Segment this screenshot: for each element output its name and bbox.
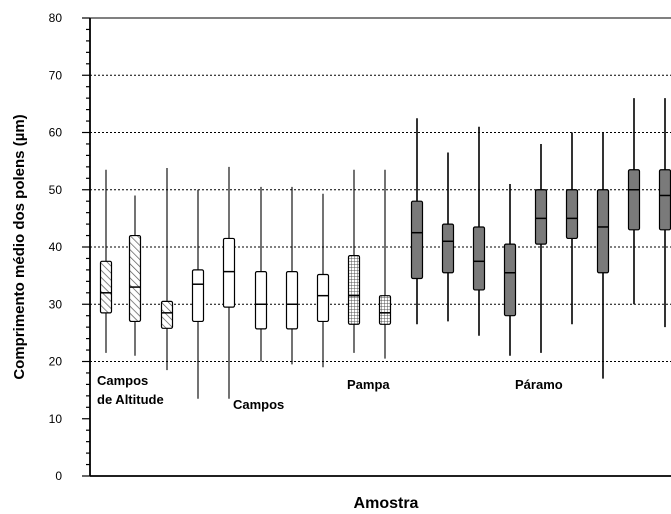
box-4	[191, 189, 205, 399]
box-iqr	[596, 189, 610, 274]
x-axis-title: Amostra	[354, 495, 419, 512]
box-iqr	[222, 237, 236, 308]
y-tick-label: 50	[49, 183, 63, 197]
box-11	[410, 118, 424, 325]
axes: 0 10 20 30 40 50 60 70 80	[49, 11, 671, 483]
group-label: Campos	[97, 373, 148, 388]
box-iqr	[191, 269, 205, 323]
box-10	[378, 169, 392, 359]
box-15	[534, 143, 548, 353]
box-iqr	[160, 300, 174, 329]
box-iqr	[254, 271, 268, 330]
box-16	[565, 132, 579, 325]
box-19	[658, 98, 671, 328]
box-iqr	[534, 189, 548, 245]
box-8	[316, 193, 330, 368]
y-tick-label: 80	[49, 11, 63, 25]
box-iqr	[441, 223, 455, 274]
y-axis-title: Comprimento médio dos polens (µm)	[11, 114, 28, 379]
box-iqr	[378, 295, 392, 325]
group-label: Páramo	[515, 377, 563, 392]
box-2	[128, 195, 142, 356]
box-7	[285, 186, 299, 365]
box-13	[472, 126, 486, 336]
y-tick-label: 0	[55, 469, 62, 483]
y-tick-label: 30	[49, 297, 63, 311]
box-iqr	[347, 254, 361, 325]
y-tick-label: 10	[49, 412, 63, 426]
box-3	[160, 167, 174, 371]
group-label: Pampa	[347, 377, 390, 392]
box-iqr	[472, 226, 486, 291]
box-iqr	[285, 271, 299, 330]
box-iqr	[658, 169, 671, 231]
box-iqr	[627, 169, 641, 231]
box-18	[627, 98, 641, 305]
box-12	[441, 152, 455, 322]
box-6	[254, 186, 268, 362]
labels: Campos de Altitude Campos Pampa Páramo Compri…	[11, 114, 563, 512]
box-iqr	[128, 234, 142, 323]
group-label: de Altitude	[97, 392, 164, 407]
box-14	[503, 184, 517, 356]
y-tick-label: 40	[49, 240, 63, 254]
box-iqr	[503, 243, 517, 317]
box-9	[347, 169, 361, 353]
y-tick-label: 70	[49, 68, 63, 82]
box-1	[99, 169, 113, 353]
y-tick-label: 20	[49, 355, 63, 369]
group-label: Campos	[233, 397, 284, 412]
box-iqr	[99, 260, 113, 314]
box-5	[222, 166, 236, 399]
box-iqr	[316, 273, 330, 323]
box-iqr	[565, 189, 579, 240]
y-tick-label: 60	[49, 126, 63, 140]
boxes	[99, 98, 671, 399]
box-iqr	[410, 200, 424, 280]
box-17	[596, 132, 610, 379]
